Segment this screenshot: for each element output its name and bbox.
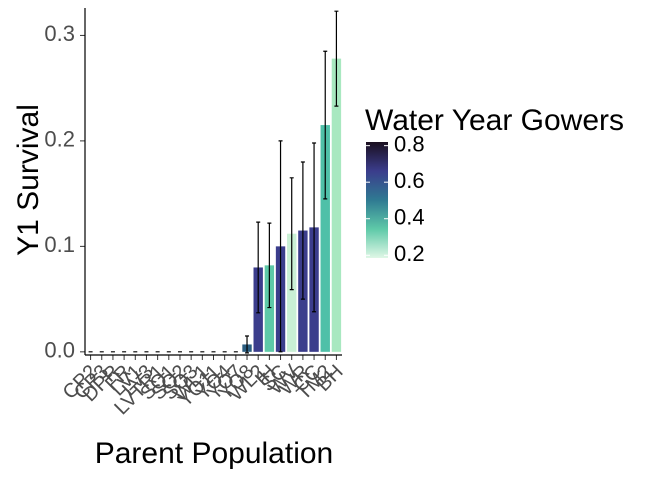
colorbar [366,142,388,258]
y-tick-label: 0.0 [44,338,75,363]
error-bar [334,10,339,107]
colorbar-tick-label: 0.4 [394,205,425,230]
error-bar [256,221,261,314]
error-bar [278,140,283,353]
y-tick-label: 0.3 [44,21,75,46]
error-bar [300,161,305,300]
y-tick-label: 0.2 [44,127,75,152]
bar [264,265,275,352]
error-bar [267,222,272,309]
error-bar [289,177,294,291]
legend-title: Water Year Gowers [365,104,624,137]
error-bar [312,142,317,313]
error-bar [323,50,328,200]
x-axis-title: Parent Population [95,437,334,470]
bar [287,233,297,352]
error-bar [245,335,250,354]
colorbar-tick-label: 0.6 [394,168,425,193]
colorbar-tick-label: 0.2 [394,241,425,266]
bar [320,125,330,352]
colorbar-tick-label: 0.8 [394,131,425,156]
bar [331,58,342,352]
y-tick-label: 0.1 [44,232,75,257]
y-axis-title: Y1 Survival [12,104,45,256]
